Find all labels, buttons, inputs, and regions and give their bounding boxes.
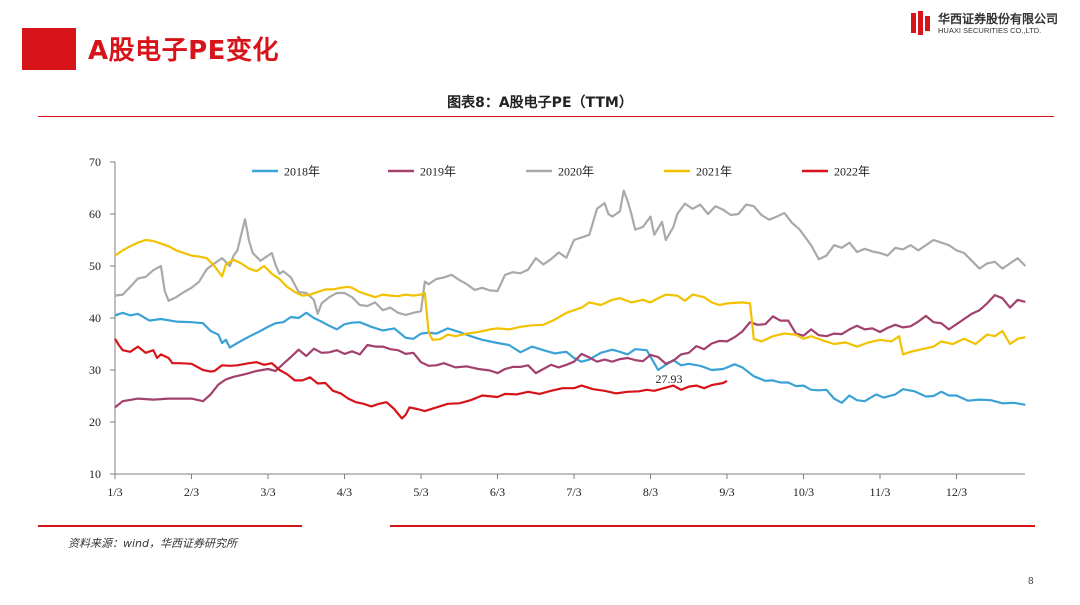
legend-label-2: 2019年 <box>420 165 456 179</box>
chart-title: 图表8：A股电子PE（TTM） <box>447 95 633 111</box>
page-title: A股电子PE变化 <box>88 36 279 66</box>
x-tick-label: 8/3 <box>643 485 658 499</box>
x-tick-label: 12/3 <box>946 485 967 499</box>
logo-chinese-name: 华西证券股份有限公司 <box>938 12 1059 26</box>
page-number: 8 <box>1028 576 1034 587</box>
legend-label-5: 2022年 <box>834 165 870 179</box>
x-tick-label: 4/3 <box>337 485 352 499</box>
huaxi-logo-icon <box>911 11 930 35</box>
x-tick-label: 9/3 <box>719 485 734 499</box>
x-tick-label: 7/3 <box>566 485 581 499</box>
footer-rule-right <box>390 525 1035 527</box>
y-tick-label: 50 <box>89 259 101 273</box>
legend-label-3: 2020年 <box>558 165 594 179</box>
chart-title-rule <box>38 116 1054 117</box>
x-tick-label: 11/3 <box>870 485 891 499</box>
y-tick-label: 60 <box>89 207 101 221</box>
last-value-label: 27.93 <box>656 372 683 386</box>
x-tick-label: 10/3 <box>793 485 814 499</box>
series-line-4 <box>114 238 1026 356</box>
series-line-2 <box>114 294 1026 409</box>
x-tick-label: 6/3 <box>490 485 505 499</box>
x-tick-label: 5/3 <box>413 485 428 499</box>
footer-rule-left <box>38 525 302 527</box>
x-tick-label: 3/3 <box>260 485 275 499</box>
series-line-5 <box>114 338 728 420</box>
logo-english-name: HUAXI SECURITIES CO.,LTD. <box>938 26 1042 35</box>
y-tick-label: 40 <box>89 311 101 325</box>
x-tick-label: 1/3 <box>107 485 122 499</box>
source-note: 资料来源：wind，华西证券研究所 <box>68 537 238 550</box>
company-logo: 华西证券股份有限公司 HUAXI SECURITIES CO.,LTD. <box>910 9 1075 39</box>
y-tick-label: 30 <box>89 363 101 377</box>
x-tick-label: 2/3 <box>184 485 199 499</box>
y-tick-label: 20 <box>89 415 101 429</box>
legend-label-1: 2018年 <box>284 165 320 179</box>
title-accent-block <box>22 28 76 70</box>
series-line-1 <box>114 311 1026 406</box>
legend-label-4: 2021年 <box>696 165 732 179</box>
y-tick-label: 10 <box>89 467 101 481</box>
series-line-3 <box>114 189 1027 316</box>
y-tick-label: 70 <box>89 155 101 169</box>
